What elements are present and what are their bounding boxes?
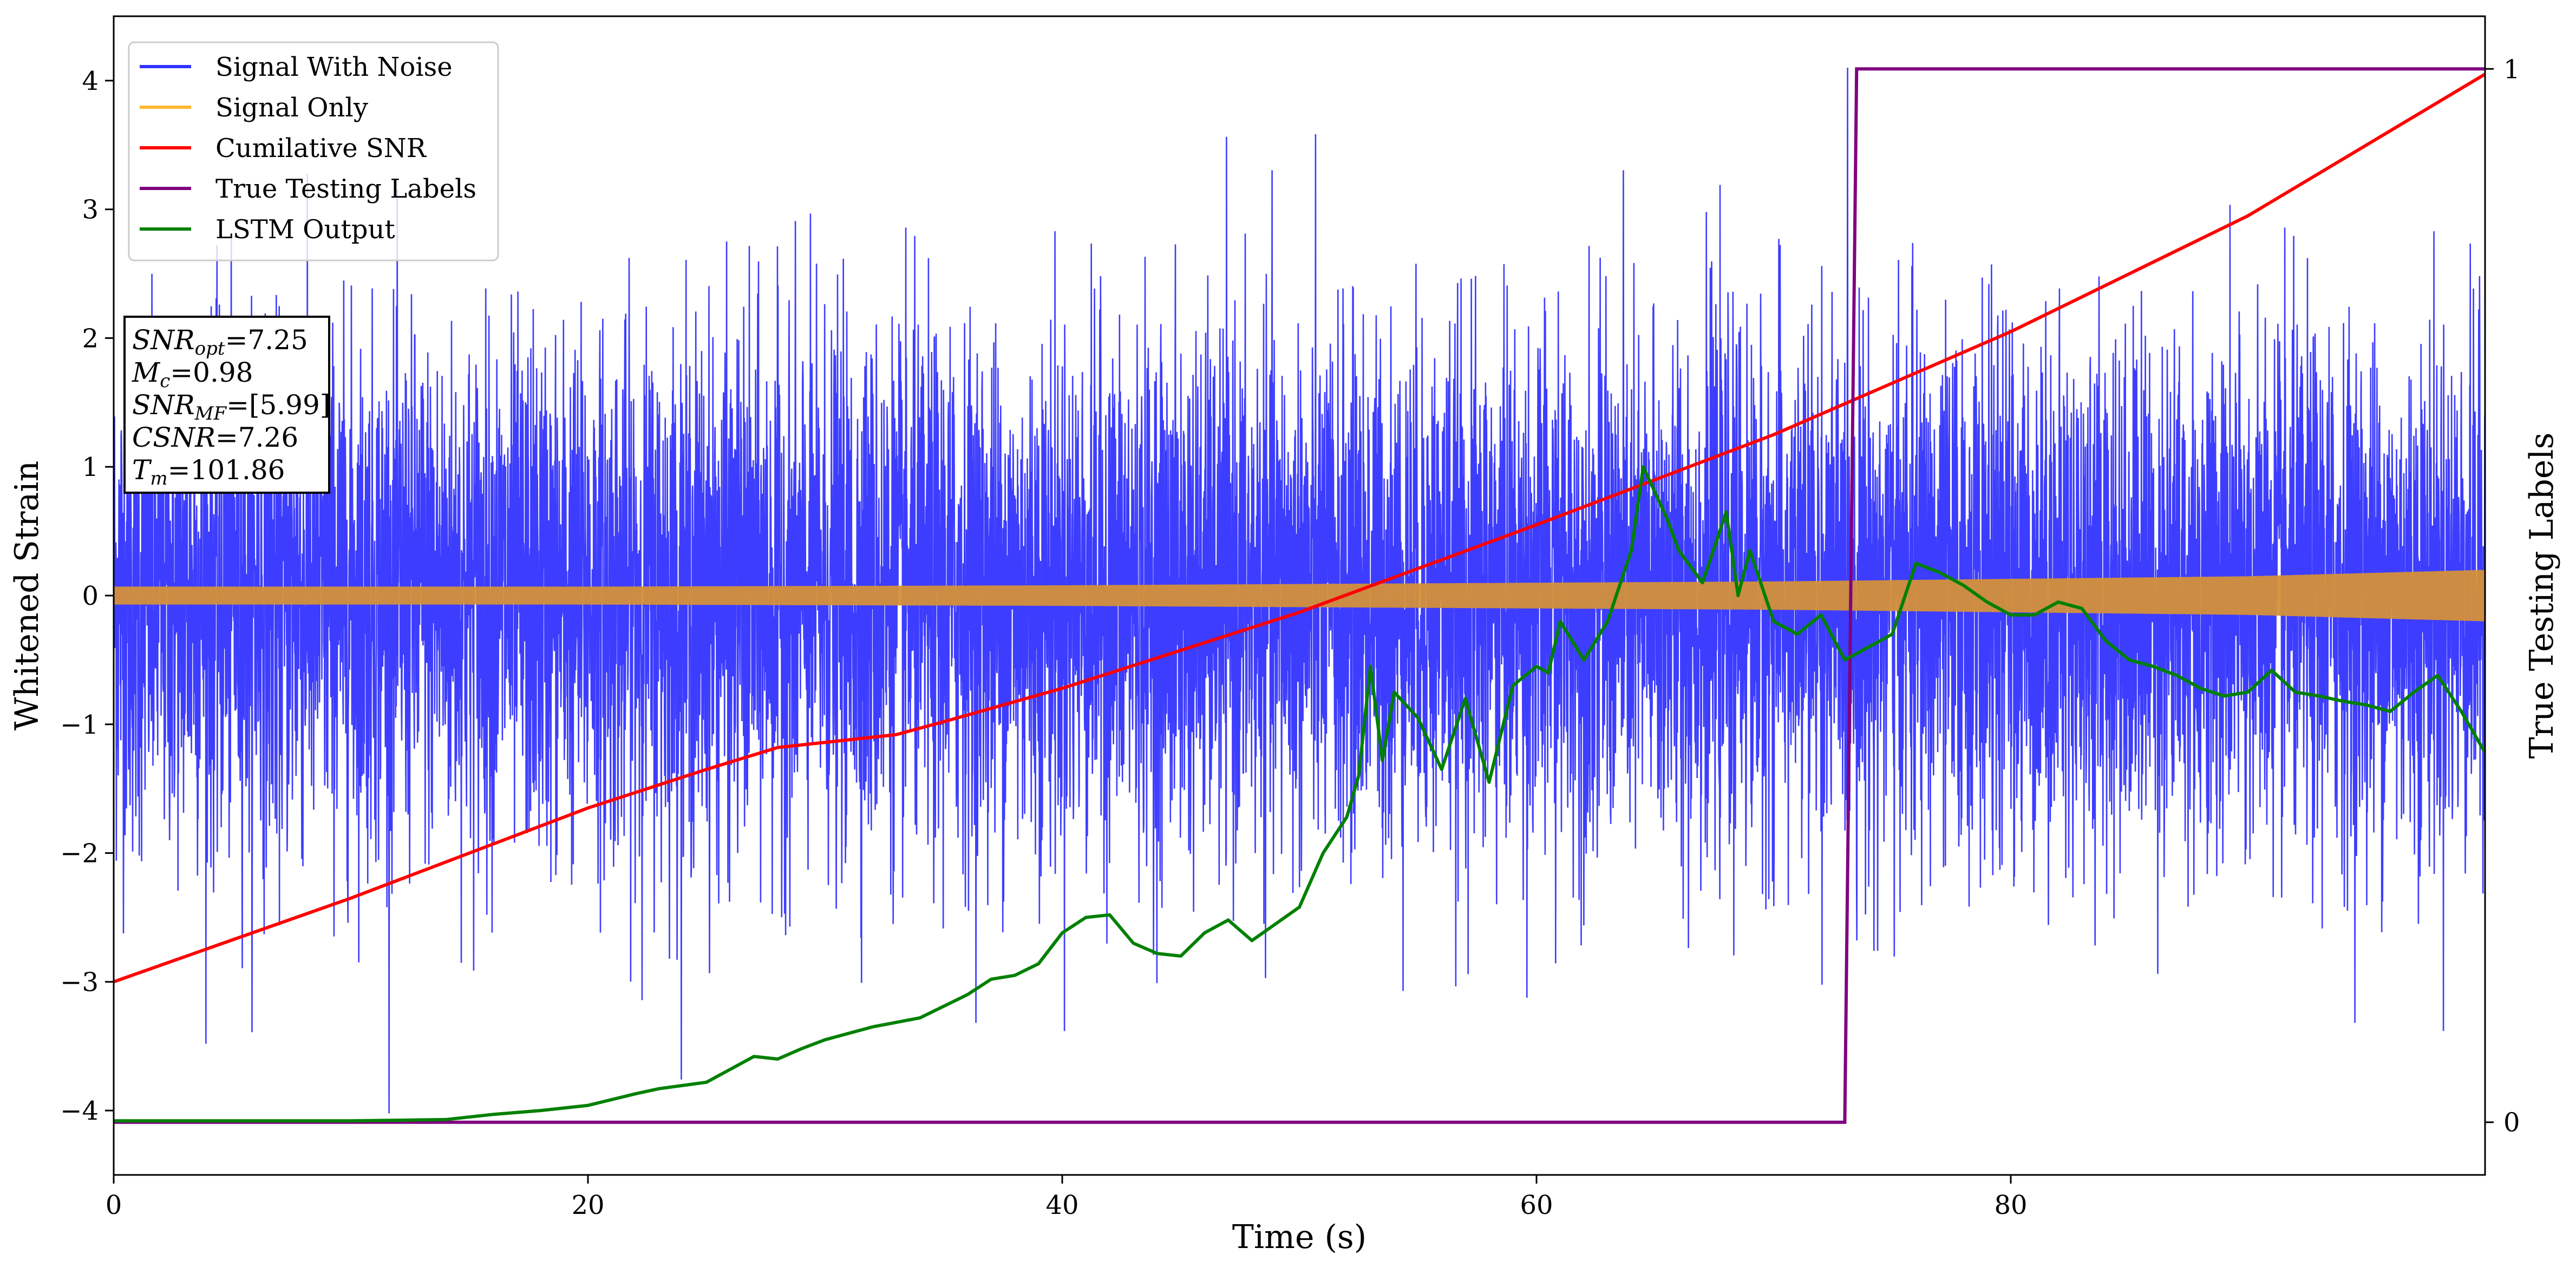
legend-entry: LSTM Output <box>215 214 395 245</box>
y-tick-label: 4 <box>82 66 99 96</box>
y-axis-right-label: True Testing Labels <box>2523 433 2561 759</box>
y-right-tick-label: 1 <box>2503 54 2520 84</box>
series-signal-only <box>114 570 2485 622</box>
stats-line: CSNR=7.26 <box>132 422 298 453</box>
x-tick-label: 60 <box>1520 1190 1553 1220</box>
x-tick-label: 40 <box>1045 1190 1078 1220</box>
stats-box-frame <box>123 316 330 494</box>
legend-entry: Cumilative SNR <box>215 133 427 164</box>
x-axis-label: Time (s) <box>1232 1218 1367 1256</box>
series-lstm-output <box>114 465 2485 1123</box>
stats-line: SNRMF=[5.99] <box>132 389 330 424</box>
legend-entry: Signal With Noise <box>215 52 453 82</box>
x-tick-label: 20 <box>571 1190 604 1220</box>
stats-line: Tm=101.86 <box>132 454 285 489</box>
y-tick-label: −2 <box>60 839 99 869</box>
y-tick-label: 1 <box>82 452 99 482</box>
series-cumulative-snr <box>114 73 2485 984</box>
y-right-tick-label: 0 <box>2503 1108 2520 1138</box>
y-tick-label: 3 <box>82 195 99 225</box>
y-axis-label: Whitened Strain <box>8 461 46 730</box>
y-tick-label: 2 <box>82 323 99 354</box>
stats-line: SNRopt=7.25 <box>132 324 308 360</box>
x-tick-label: 0 <box>106 1190 122 1220</box>
x-tick-label: 80 <box>1994 1190 2027 1220</box>
y-tick-label: −1 <box>60 710 99 740</box>
stats-line: Mc=0.98 <box>132 357 253 392</box>
y-tick-label: 0 <box>82 581 99 611</box>
legend-entry: True Testing Labels <box>215 174 476 204</box>
legend-entry: Signal Only <box>215 93 368 123</box>
series-true-testing-labels <box>114 67 2485 1124</box>
legend-box <box>128 41 499 262</box>
legend: Signal With Noise Signal Only Cumilative S… <box>128 41 499 262</box>
stats-annotation-box: SNRopt=7.25Mc=0.98SNRMF=[5.99]CSNR=7.26T… <box>123 316 330 494</box>
y-tick-label: −4 <box>60 1096 99 1126</box>
plot-area <box>114 67 2485 1124</box>
y-tick-label: −3 <box>60 967 99 997</box>
